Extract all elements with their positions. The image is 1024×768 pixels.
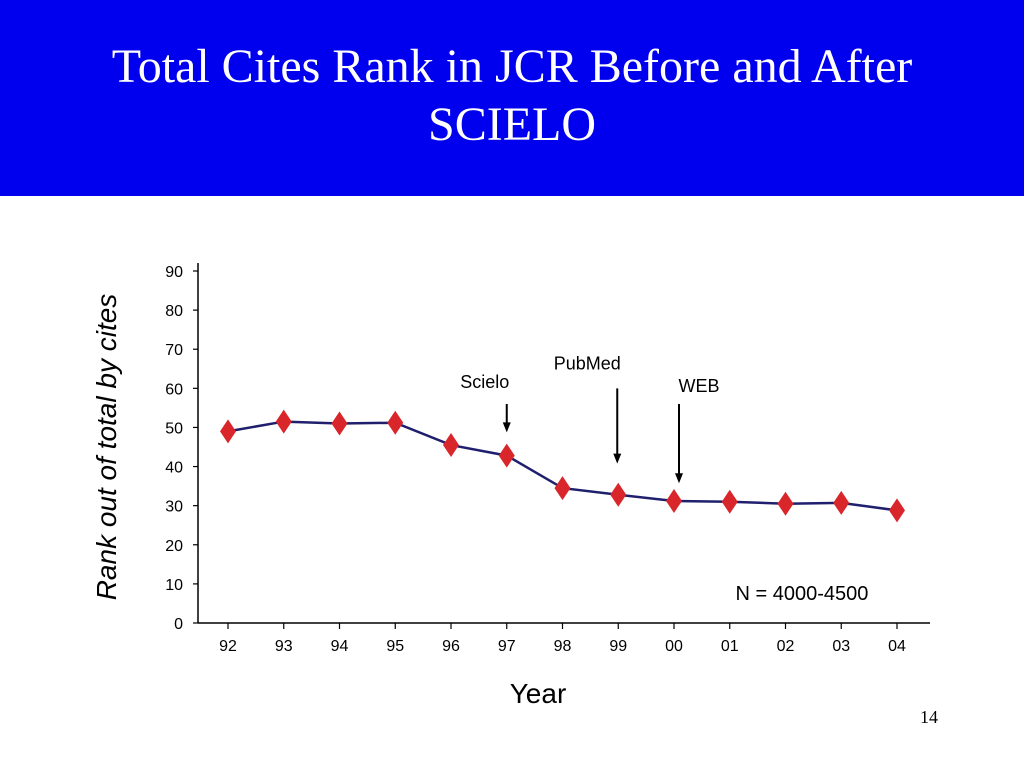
sample-size-note: N = 4000-4500 [736,583,869,605]
y-tick-label: 70 [165,342,183,359]
chart-annotations: Scielo PubMed WEB [460,353,720,484]
data-point-marker [387,410,404,435]
data-point-marker [666,488,682,513]
x-tick-label: 94 [331,638,349,655]
x-tick-label: 01 [721,638,739,655]
x-tick-label: 04 [888,638,906,655]
y-axis-title: Rank out of total by cites [91,294,122,601]
annotation-label: PubMed [554,353,621,373]
x-tick-label: 96 [442,638,460,655]
x-tick-label: 93 [275,638,293,655]
x-tick-label: 02 [777,638,795,655]
data-point-marker [610,482,627,507]
data-point-marker [275,409,292,434]
y-tick-label: 80 [165,303,183,320]
data-point-marker [833,490,850,515]
x-tick-label: 99 [609,638,627,655]
annotation-arrowhead [502,422,511,433]
chart-ticks: 0 10 20 30 40 50 60 70 80 90 92 93 94 95 96 97 98 99 00 01 0… [165,264,906,655]
data-point-marker [331,411,348,436]
y-tick-label: 60 [165,381,183,398]
y-tick-label: 20 [165,538,183,555]
x-tick-label: 00 [665,638,683,655]
x-tick-label: 95 [386,638,404,655]
title-banner: Total Cites Rank in JCR Before and After… [0,0,1024,196]
data-point-marker [554,476,571,501]
chart-axes [197,263,930,624]
data-point-marker [777,491,794,516]
data-point-marker [889,498,905,523]
slide-title: Total Cites Rank in JCR Before and After… [111,40,913,151]
x-tick-label: 98 [554,638,572,655]
data-point-marker [220,419,236,444]
x-tick-label: 97 [498,638,516,655]
x-tick-label: 92 [219,638,237,655]
x-axis-title: Year [510,678,567,709]
y-tick-label: 50 [165,420,183,437]
annotation-label: WEB [678,376,719,396]
data-point-marker [498,443,515,468]
slide-number: 14 [920,707,938,727]
y-tick-label: 0 [174,616,183,633]
annotation-arrowhead [613,453,622,464]
y-tick-label: 30 [165,499,183,516]
y-tick-label: 10 [165,577,183,594]
y-tick-label: 90 [165,264,183,281]
annotation-label: Scielo [460,372,509,392]
chart-series [220,409,905,523]
annotation-arrowhead [675,473,683,484]
data-point-marker [443,433,459,458]
data-point-marker [721,489,738,514]
x-tick-label: 03 [832,638,850,655]
y-tick-label: 40 [165,460,183,477]
